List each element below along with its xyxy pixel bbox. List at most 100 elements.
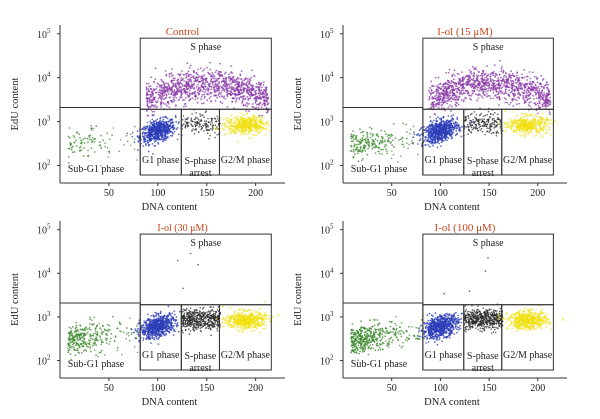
data-point (165, 73, 168, 76)
y-tick-label: 10 (37, 74, 47, 85)
data-point (529, 131, 532, 134)
data-point (436, 102, 439, 105)
data-point (441, 129, 444, 132)
data-point (520, 112, 523, 115)
data-point (146, 126, 149, 128)
data-point (160, 137, 163, 139)
data-point (453, 78, 455, 81)
data-point (515, 99, 518, 101)
data-point (261, 103, 264, 106)
data-point (550, 119, 552, 122)
data-point (253, 107, 256, 109)
data-point (543, 102, 545, 105)
data-point (449, 91, 452, 93)
data-point (202, 124, 204, 127)
data-point (523, 89, 526, 92)
data-point (257, 131, 259, 134)
data-point (162, 140, 165, 143)
data-point (453, 97, 455, 100)
data-point (263, 99, 266, 102)
data-point (512, 104, 515, 107)
data-point (528, 82, 531, 85)
data-point (467, 90, 469, 93)
data-point (378, 152, 381, 155)
data-point (151, 114, 154, 117)
y-tick-label: 10 (37, 118, 47, 129)
data-point (465, 84, 468, 86)
data-point (202, 82, 204, 85)
data-point (106, 132, 109, 135)
data-point (470, 70, 472, 73)
data-point (543, 92, 546, 94)
data-point (429, 94, 432, 96)
data-point (543, 125, 545, 128)
data-point (233, 97, 236, 100)
data-point (255, 118, 258, 121)
data-point (530, 89, 532, 92)
data-point (243, 83, 245, 85)
data-point (155, 139, 157, 142)
data-point (537, 86, 540, 88)
data-point (457, 126, 460, 128)
data-point (439, 82, 442, 85)
data-point (257, 126, 259, 129)
data-point (180, 96, 183, 99)
data-point (235, 131, 238, 134)
data-point (224, 71, 227, 74)
data-point (245, 88, 248, 91)
data-point (432, 101, 435, 104)
data-point (508, 89, 510, 92)
data-point (165, 94, 168, 97)
data-point (163, 92, 165, 94)
data-point (366, 133, 369, 136)
data-point (509, 79, 512, 82)
data-point (541, 97, 544, 100)
data-point (547, 104, 549, 107)
data-point (161, 133, 164, 136)
data-point (200, 77, 202, 80)
data-point (505, 122, 508, 125)
data-point (99, 141, 101, 144)
data-point (533, 75, 536, 78)
data-point (450, 115, 453, 117)
data-point (216, 118, 219, 120)
data-point (175, 97, 178, 99)
data-point (255, 103, 258, 106)
data-point (240, 132, 243, 134)
data-point (509, 101, 512, 104)
data-point (99, 144, 102, 147)
data-point (143, 137, 145, 140)
data-point (154, 67, 157, 70)
data-point (506, 126, 509, 129)
data-point (183, 84, 186, 87)
data-point (475, 74, 478, 77)
data-point (370, 127, 373, 130)
data-point (143, 139, 145, 142)
data-point (177, 99, 180, 102)
data-point (541, 89, 544, 92)
data-point (180, 95, 183, 97)
data-point (429, 120, 432, 123)
data-point (528, 91, 530, 93)
data-point (438, 95, 440, 98)
data-point (452, 89, 455, 92)
data-point (147, 139, 149, 142)
data-point (174, 93, 177, 96)
data-point (493, 118, 495, 120)
data-point (456, 116, 459, 119)
data-point (464, 116, 466, 118)
data-point (468, 94, 471, 97)
data-point (541, 135, 544, 137)
data-point (194, 80, 197, 83)
data-point (495, 125, 498, 128)
data-point (137, 149, 139, 151)
data-point (148, 85, 151, 88)
data-point (489, 116, 491, 118)
data-point (126, 140, 129, 143)
data-point (171, 134, 174, 137)
data-point (253, 75, 256, 78)
data-point (488, 127, 490, 130)
data-point (151, 110, 154, 113)
data-point (534, 102, 536, 104)
data-point (445, 72, 448, 74)
